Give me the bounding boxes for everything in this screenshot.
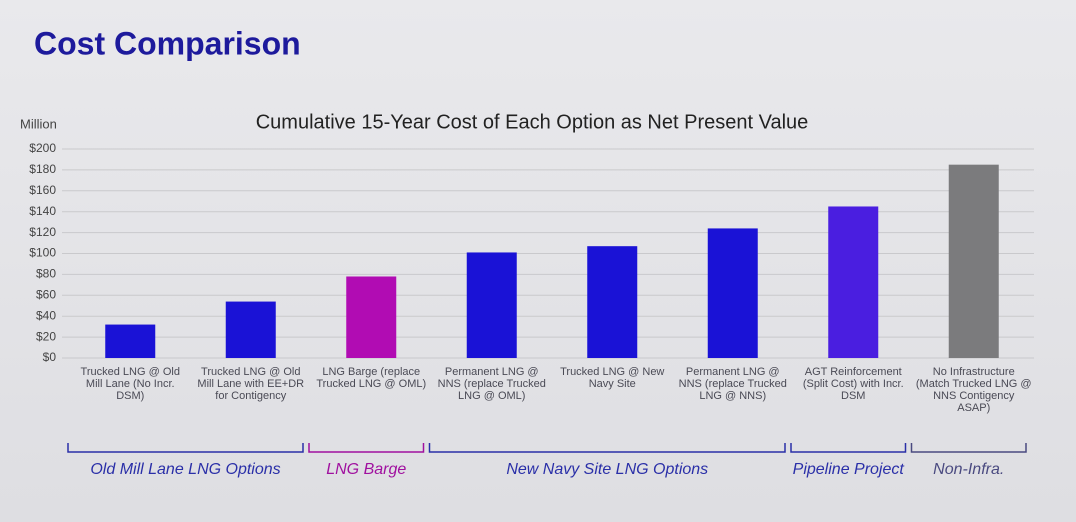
y-tick-label: $180 <box>29 162 56 176</box>
group-bracket <box>910 443 1027 453</box>
bar <box>948 164 999 358</box>
x-tick-label: Trucked LNG @ Old Mill Lane with EE+DR f… <box>197 366 305 402</box>
bar <box>466 252 517 358</box>
bar <box>828 206 879 358</box>
bar <box>707 228 758 358</box>
chart-title: Cumulative 15-Year Cost of Each Option a… <box>256 111 809 133</box>
y-tick-label: $40 <box>36 308 56 322</box>
group-label: Pipeline Project <box>792 461 904 478</box>
group-bracket <box>790 443 907 453</box>
x-tick-label: AGT Reinforcement (Split Cost) with Incr… <box>802 366 904 402</box>
x-tick-label: LNG Barge (replace Trucked LNG @ OML) <box>316 366 427 390</box>
group-bracket <box>67 443 304 453</box>
group-bracket <box>308 443 425 453</box>
y-tick-label: $140 <box>29 204 56 218</box>
y-tick-label: $20 <box>36 329 56 343</box>
group-label: New Navy Site LNG Options <box>506 461 709 478</box>
y-tick-label: $60 <box>36 287 56 301</box>
y-tick-label: $160 <box>29 183 56 197</box>
x-tick-label: No Infrastructure (Match Trucked LNG @ N… <box>915 366 1032 414</box>
y-tick-label: $120 <box>29 225 56 239</box>
group-label: LNG Barge <box>326 461 407 478</box>
bar <box>225 301 276 358</box>
y-axis-label: Million <box>20 116 57 131</box>
bar <box>587 246 638 358</box>
x-tick-label: Trucked LNG @ New Navy Site <box>560 366 665 390</box>
slide-title: Cost Comparison <box>34 25 301 61</box>
y-tick-label: $80 <box>36 267 56 281</box>
x-tick-label: Permanent LNG @ NNS (replace Trucked LNG… <box>678 366 787 402</box>
y-tick-label: $100 <box>29 246 56 260</box>
group-label: Old Mill Lane LNG Options <box>90 461 281 478</box>
y-tick-label: $200 <box>29 141 56 155</box>
bar <box>105 324 156 358</box>
x-tick-label: Trucked LNG @ Old Mill Lane (No Incr. DS… <box>80 366 180 402</box>
group-label: Non-Infra. <box>933 461 1005 478</box>
x-tick-label: Permanent LNG @ NNS (replace Trucked LNG… <box>437 366 546 402</box>
group-bracket <box>428 443 786 453</box>
bar <box>346 276 397 358</box>
y-tick-label: $0 <box>43 350 57 364</box>
